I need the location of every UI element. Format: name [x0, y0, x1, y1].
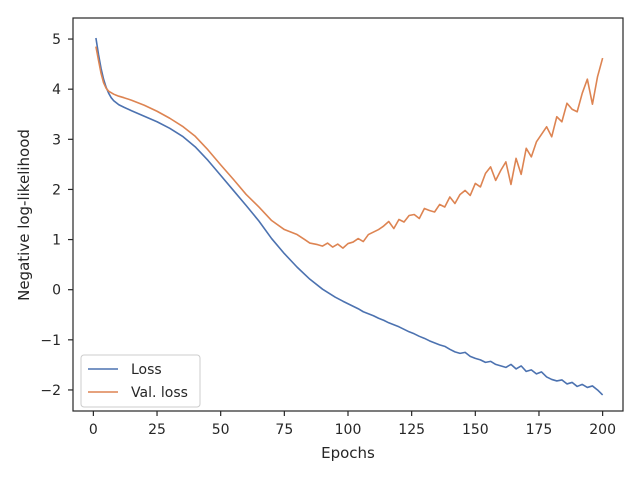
y-axis-ticks: −2 −1 0 1 2 3 4 5 — [40, 32, 73, 399]
x-axis-ticks: 0 25 50 75 100 125 150 175 200 — [89, 411, 616, 438]
y-tick-label: 2 — [52, 182, 61, 198]
y-tick-label: 4 — [52, 82, 61, 98]
y-axis-label: Negative log-likelihood — [15, 129, 33, 301]
x-tick-label: 50 — [212, 422, 230, 438]
legend: Loss Val. loss — [80, 354, 201, 408]
x-tick-label: 100 — [335, 422, 362, 438]
series-line-val-loss — [95, 46, 604, 249]
x-axis-label: Epochs — [321, 444, 375, 462]
x-tick-label: 75 — [275, 422, 293, 438]
x-tick-label: 200 — [589, 422, 616, 438]
series-layer — [95, 37, 604, 396]
legend-box — [80, 354, 201, 408]
y-tick-label: 1 — [52, 233, 61, 249]
x-tick-label: 125 — [398, 422, 425, 438]
y-tick-label: −1 — [40, 333, 61, 349]
legend-label-loss: Loss — [131, 362, 162, 378]
x-tick-label: 0 — [89, 422, 98, 438]
x-tick-label: 175 — [526, 422, 553, 438]
y-tick-label: −2 — [40, 383, 61, 399]
series-line-loss — [95, 37, 604, 396]
x-tick-label: 150 — [462, 422, 489, 438]
y-tick-label: 3 — [52, 132, 61, 148]
y-tick-label: 0 — [52, 283, 61, 299]
legend-label-val-loss: Val. loss — [131, 385, 188, 401]
y-tick-label: 5 — [52, 32, 61, 48]
x-tick-label: 25 — [148, 422, 166, 438]
